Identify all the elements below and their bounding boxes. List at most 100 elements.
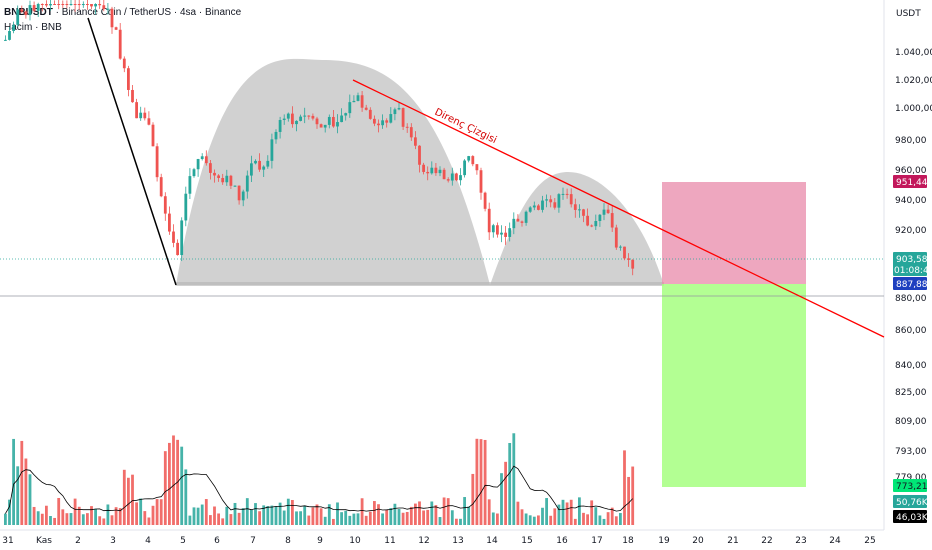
volume-bar: [631, 466, 635, 525]
volume-bar: [459, 518, 462, 525]
volume-bar: [594, 507, 598, 525]
volume-bar: [262, 505, 266, 525]
volume-bar: [352, 513, 356, 525]
candle-body: [557, 194, 561, 208]
candle-body: [537, 205, 540, 210]
take-profit-zone[interactable]: [662, 284, 806, 487]
volume-bar: [532, 516, 536, 525]
volume-bar: [569, 499, 573, 525]
volume-bar: [110, 515, 114, 525]
volume-bar: [516, 501, 520, 525]
candle-body: [512, 218, 516, 229]
candle-body: [213, 172, 216, 176]
candle-body: [90, 4, 93, 7]
volume-bar: [323, 516, 327, 525]
volume-bar: [213, 506, 216, 525]
candle-body: [40, 4, 44, 5]
volume-bar: [520, 509, 524, 525]
volume-bar: [623, 450, 626, 525]
candle-body: [340, 115, 343, 123]
volume-bar: [254, 503, 257, 525]
candle-body: [491, 225, 495, 233]
volume-bar: [127, 477, 130, 525]
candle-body: [36, 4, 40, 11]
candle-body: [180, 220, 184, 256]
volume-bar: [414, 503, 417, 525]
volume-bar: [229, 514, 233, 525]
resistance-line[interactable]: [352, 79, 885, 338]
volume-indicator-label: Hacim · BNB: [4, 22, 62, 33]
candle-body: [221, 177, 225, 183]
candle-body: [94, 4, 97, 7]
volume-bar: [32, 506, 36, 525]
price-tick-label: 1.000,00: [895, 104, 932, 114]
downtrend-line[interactable]: [87, 17, 177, 286]
volume-bar: [65, 513, 69, 525]
candle-body: [553, 202, 557, 208]
volume-bar: [578, 497, 581, 525]
candle-body: [500, 232, 503, 235]
volume-tag: [893, 495, 927, 508]
neckline-price-text: 887,88: [896, 280, 928, 290]
candle-body: [532, 205, 536, 208]
candle-body: [110, 8, 114, 28]
candle-body: [114, 27, 118, 30]
stop-loss-zone[interactable]: [662, 182, 806, 284]
resistance-label: Direnç Çizgisi: [433, 107, 499, 146]
candle-body: [307, 115, 311, 117]
volume-bar: [8, 499, 11, 525]
candle-body: [487, 208, 491, 233]
volume-bar: [184, 469, 188, 525]
candle-body: [504, 232, 507, 237]
time-tick-label: 14: [486, 536, 498, 546]
volume-bar: [200, 504, 204, 525]
candle-body: [610, 213, 614, 228]
head-pattern: [176, 58, 490, 285]
volume-bar: [192, 507, 196, 525]
right-shoulder-pattern: [490, 172, 664, 285]
volume-bar: [524, 513, 528, 525]
volume-bar: [151, 505, 155, 525]
candles: [4, 0, 635, 276]
candle-body: [459, 175, 462, 181]
candle-body: [291, 113, 294, 125]
candle-body: [520, 221, 524, 223]
candle-body: [446, 179, 450, 181]
price-tick-label: 860,00: [895, 326, 927, 336]
candle-body: [352, 100, 356, 103]
candle-body: [53, 4, 56, 5]
volume-bar: [475, 438, 479, 525]
candle-body: [319, 124, 323, 128]
candle-body: [561, 193, 565, 195]
volume-bar: [590, 500, 594, 525]
candle-body: [430, 167, 434, 174]
volume-bar: [139, 498, 143, 525]
candle-body: [475, 164, 479, 171]
volume-bar: [442, 497, 446, 525]
volume-bar: [73, 498, 77, 525]
time-tick-label: 31: [2, 536, 13, 546]
volume-bar: [426, 509, 430, 525]
volume-tag-text: 50,76K: [896, 498, 929, 508]
candle-body: [32, 5, 36, 11]
neckline-price-tag: [893, 277, 927, 290]
volume-bar: [168, 442, 171, 525]
candle-body: [368, 109, 372, 119]
volume-bar: [245, 498, 249, 525]
price-tick-label: 920,00: [895, 226, 927, 236]
volume-bar: [381, 513, 384, 525]
volume-bar: [332, 518, 335, 525]
volume-bar: [344, 510, 348, 525]
volume-bar: [16, 466, 20, 525]
candle-body: [336, 122, 339, 127]
volume-bar: [360, 498, 364, 525]
candle-body: [86, 4, 89, 5]
volume-bar: [163, 451, 167, 525]
candle-body: [118, 29, 122, 59]
candle-body: [4, 39, 7, 41]
time-tick-label: 21: [727, 536, 738, 546]
candle-body: [233, 185, 237, 187]
volume-bar: [4, 513, 7, 525]
symbol: BNBUSDT: [4, 7, 53, 18]
